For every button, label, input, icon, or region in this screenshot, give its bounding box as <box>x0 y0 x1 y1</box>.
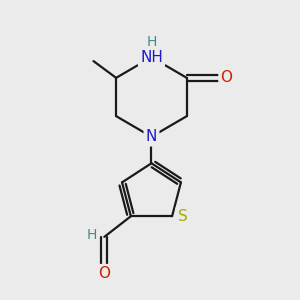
Text: H: H <box>146 35 157 49</box>
Text: N: N <box>146 129 157 144</box>
Text: O: O <box>220 70 232 86</box>
Text: S: S <box>178 209 187 224</box>
Text: H: H <box>87 228 97 242</box>
Text: NH: NH <box>140 50 163 65</box>
Text: O: O <box>98 266 110 281</box>
